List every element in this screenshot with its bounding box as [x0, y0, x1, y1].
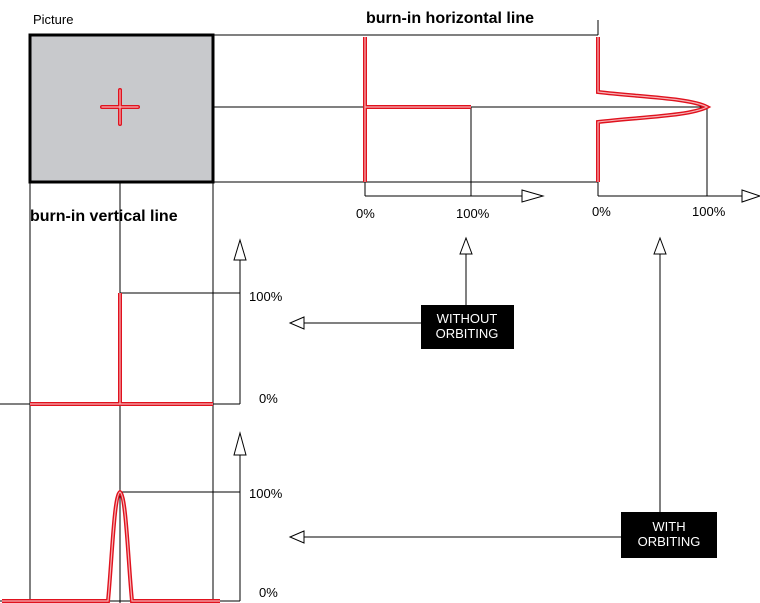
v1-axis-arrow-icon	[233, 238, 247, 261]
with-up-arrow-icon	[653, 236, 667, 255]
v2-zero-label: 0%	[259, 585, 278, 600]
without-orbiting-label: WITHOUT ORBITING	[421, 305, 514, 349]
profile-horizontal-without-orbiting	[363, 37, 471, 182]
h2-zero-label: 0%	[592, 204, 611, 219]
v1-hundred-label: 100%	[249, 289, 283, 304]
h2-axis-arrow-icon	[741, 189, 760, 203]
burn-in-vertical-title: burn-in vertical line	[30, 208, 178, 225]
with-orbiting-line1: WITH	[652, 519, 685, 534]
v2-hundred-label: 100%	[249, 486, 283, 501]
profile-vertical-without-orbiting	[30, 293, 213, 406]
h1-axis-arrow-icon	[521, 189, 545, 203]
v2-axis-arrow-icon	[233, 431, 247, 456]
without-orbiting-line2: ORBITING	[436, 326, 499, 341]
profile-horizontal-with-orbiting	[596, 37, 712, 182]
with-orbiting-line2: ORBITING	[638, 534, 701, 549]
with-orbiting-label: WITH ORBITING	[621, 512, 717, 558]
without-left-arrow-icon	[288, 316, 305, 330]
crosshair-icon	[100, 88, 140, 126]
h2-hundred-label: 100%	[692, 204, 726, 219]
h1-hundred-label: 100%	[456, 206, 490, 221]
picture-label: Picture	[33, 12, 73, 27]
with-left-arrow-icon	[288, 530, 305, 544]
without-orbiting-line1: WITHOUT	[437, 311, 498, 326]
arrow-heads	[233, 189, 760, 544]
burn-in-horizontal-title: burn-in horizontal line	[366, 10, 534, 27]
without-up-arrow-icon	[459, 236, 473, 255]
h1-zero-label: 0%	[356, 206, 375, 221]
v1-zero-label: 0%	[259, 391, 278, 406]
profile-vertical-with-orbiting	[2, 489, 220, 603]
